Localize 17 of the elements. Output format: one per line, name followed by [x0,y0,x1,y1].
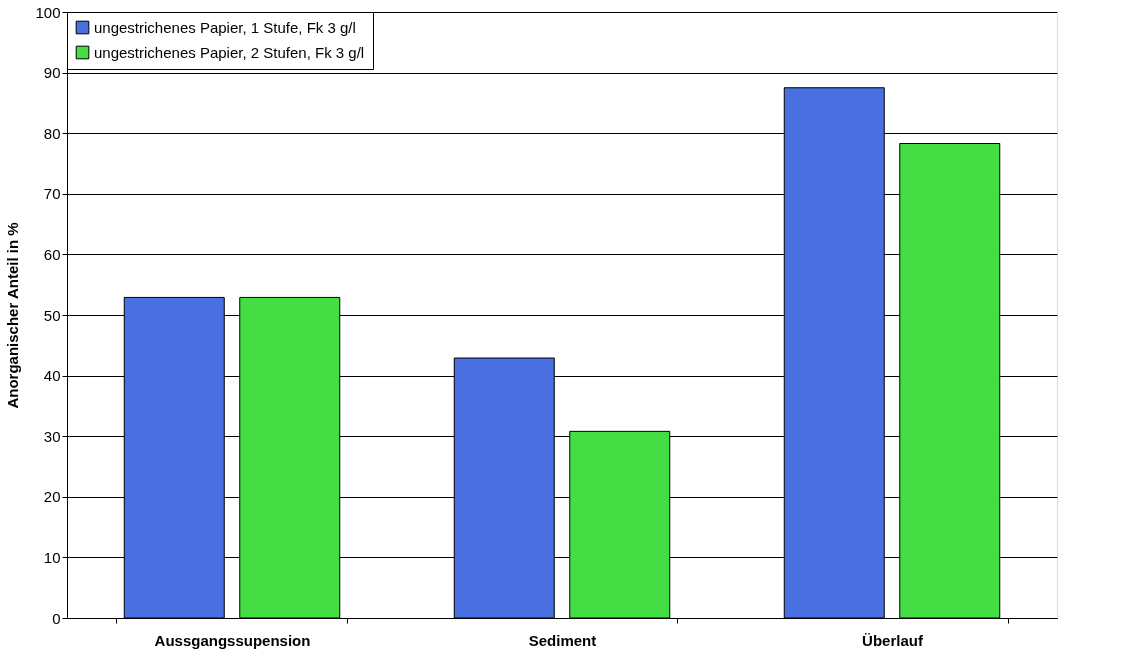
y-tick-label: 90 [43,64,61,82]
y-axis-title: Anorganischer Anteil in % [4,222,22,409]
y-tick-label: 60 [43,245,61,263]
y-tick-label: 20 [43,488,61,506]
legend-label: ungestrichenes Papier, 2 Stufen, Fk 3 g/l [94,43,365,61]
y-tick-label: 30 [43,427,61,445]
x-tick-label: Sediment [528,631,597,649]
x-tick-label: Überlauf [862,631,924,649]
y-tick-label: 70 [43,185,61,203]
y-tick-label: 0 [52,609,61,627]
y-tick-label: 100 [35,3,61,21]
y-tick-label: 40 [43,367,61,385]
legend-label: ungestrichenes Papier, 1 Stufe, Fk 3 g/l [94,18,356,36]
y-tick-label: 80 [43,124,61,142]
y-tick-label: 50 [43,306,61,324]
x-tick-label: Aussgangssupension [154,631,311,649]
y-tick-label: 10 [43,548,61,566]
